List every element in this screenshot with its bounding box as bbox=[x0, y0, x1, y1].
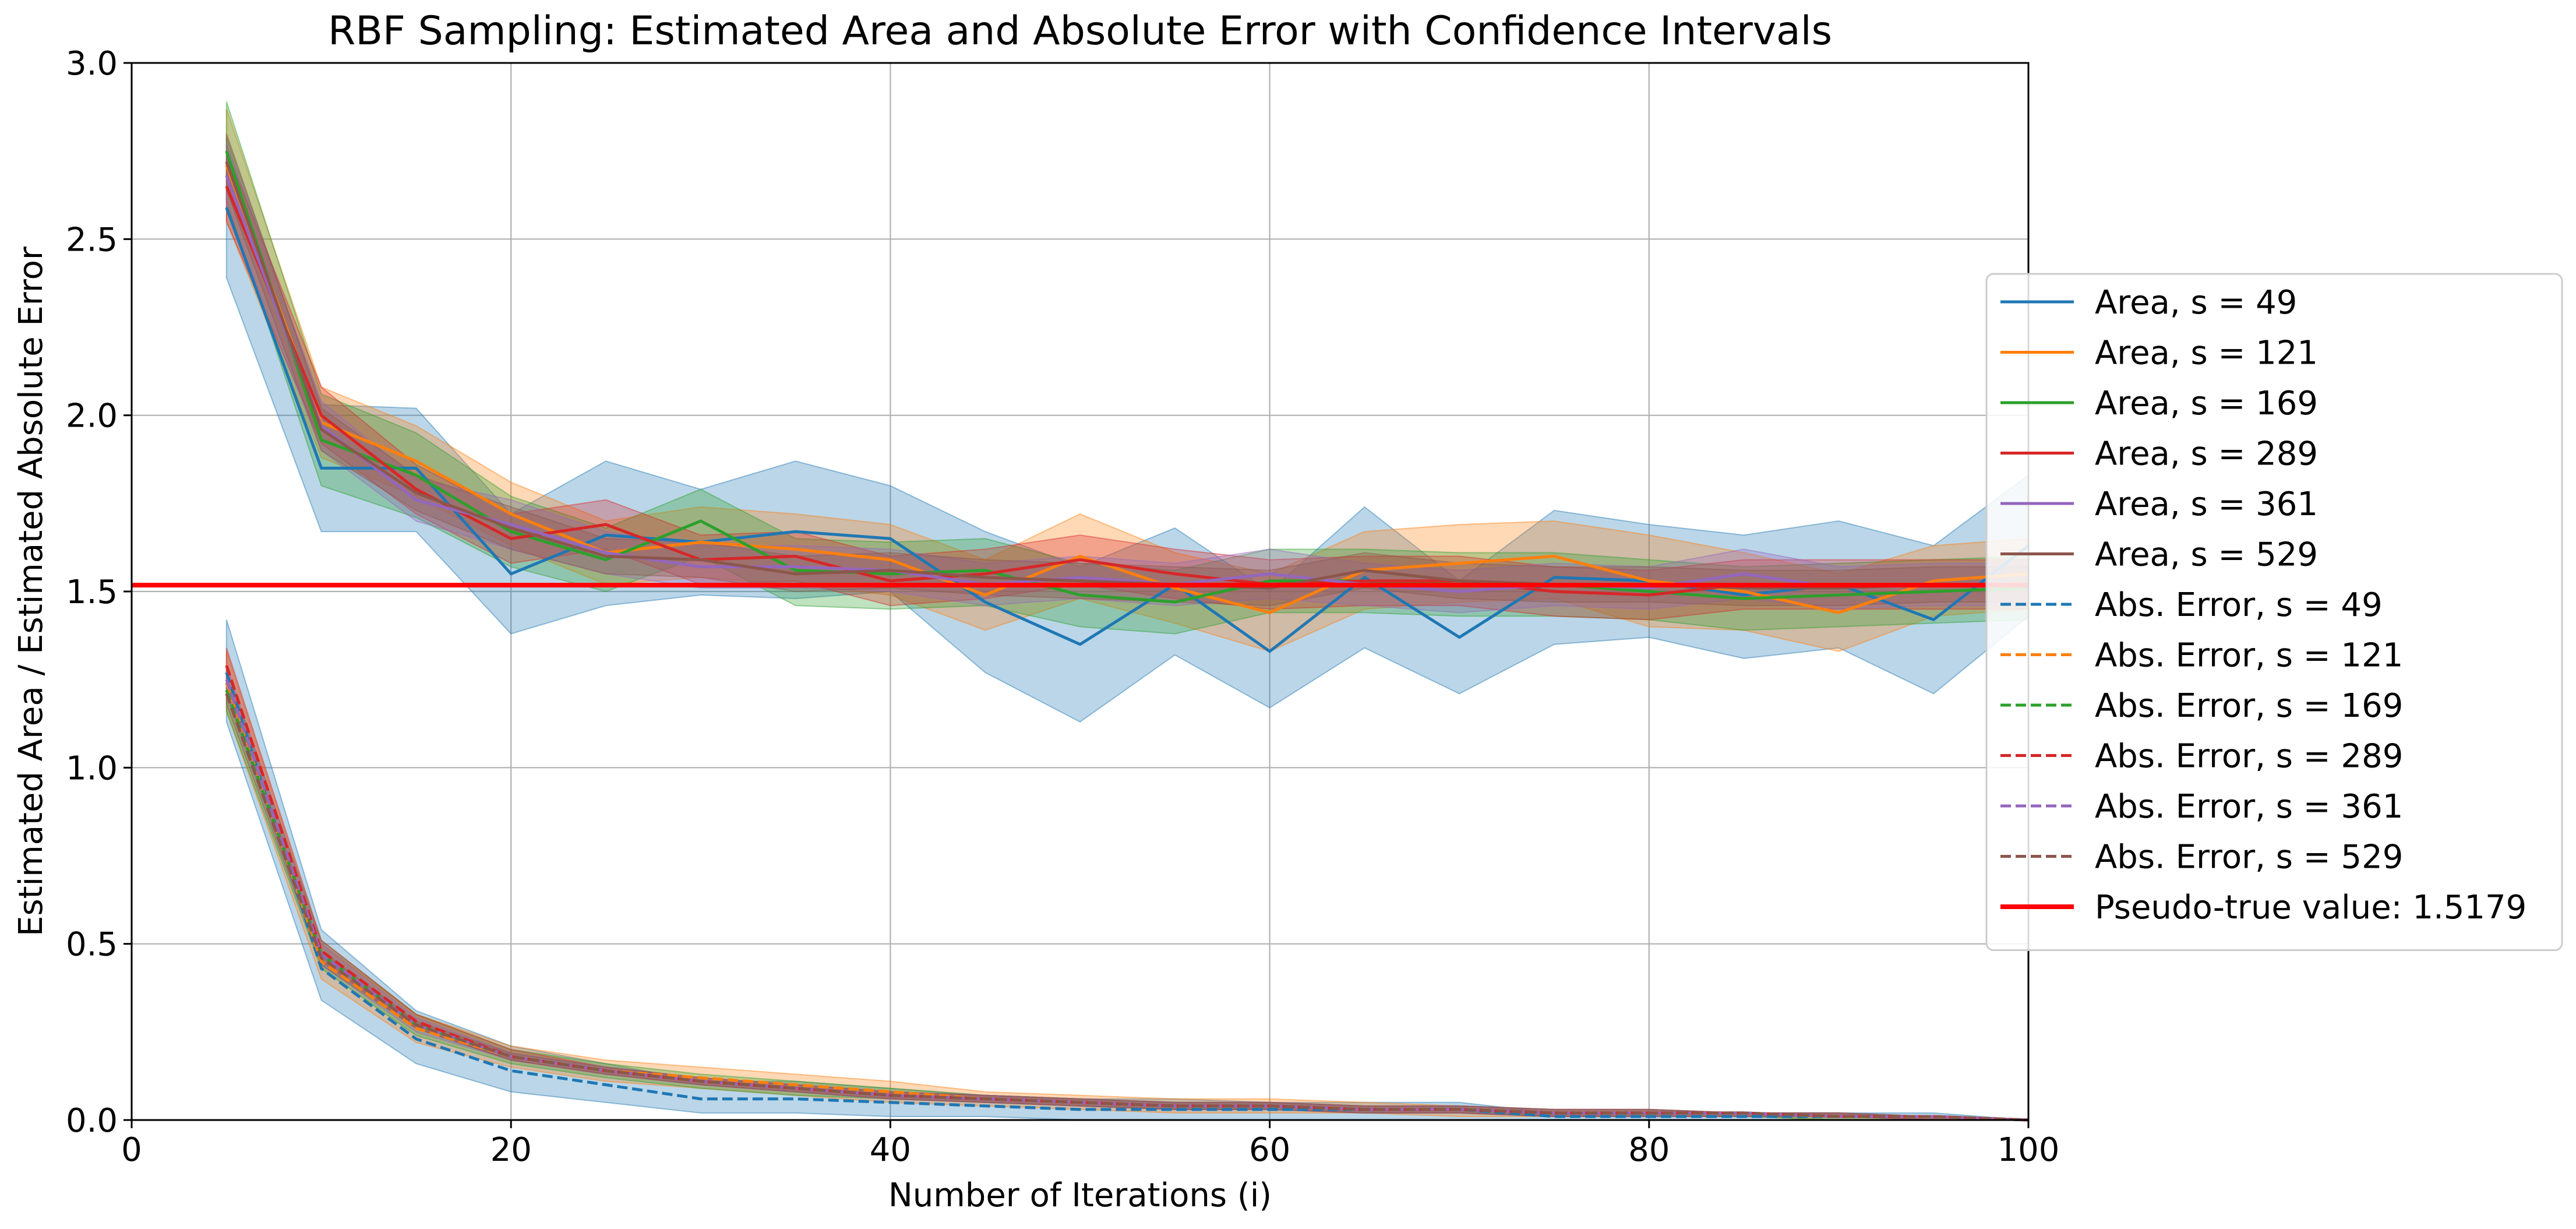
y-axis-label: Estimated Area / Estimated Absolute Erro… bbox=[12, 246, 50, 936]
legend-label: Area, s = 361 bbox=[2095, 485, 2318, 523]
axis-ticks: 0 20 40 60 80 100 0.0 0.5 1.0 1.5 2.0 2.5 3.0 bbox=[66, 45, 2060, 1169]
legend-label: Abs. Error, s = 289 bbox=[2095, 738, 2403, 776]
legend-label: Area, s = 49 bbox=[2095, 284, 2297, 322]
x-tick-label: 20 bbox=[491, 1131, 532, 1169]
x-tick-label: 60 bbox=[1249, 1131, 1290, 1169]
x-tick-label: 40 bbox=[870, 1131, 911, 1169]
x-tick-label: 80 bbox=[1628, 1131, 1670, 1169]
chart-title: RBF Sampling: Estimated Area and Absolut… bbox=[328, 8, 1832, 54]
legend-label: Area, s = 289 bbox=[2095, 435, 2318, 473]
legend: Area, s = 49 Area, s = 121 Area, s = 169 Ar… bbox=[1985, 273, 2563, 951]
legend-label: Abs. Error, s = 121 bbox=[2095, 637, 2403, 675]
legend-label: Area, s = 121 bbox=[2095, 334, 2318, 372]
x-tick-label: 0 bbox=[121, 1131, 142, 1169]
y-tick-label: 0.0 bbox=[66, 1102, 118, 1140]
x-tick-label: 100 bbox=[1998, 1131, 2060, 1169]
y-tick-label: 3.0 bbox=[66, 45, 118, 83]
y-tick-label: 2.0 bbox=[66, 397, 118, 435]
series-line bbox=[225, 672, 2029, 1122]
legend-label: Abs. Error, s = 529 bbox=[2095, 839, 2403, 876]
series-line bbox=[225, 693, 2029, 1122]
legend-label: Abs. Error, s = 49 bbox=[2095, 586, 2383, 624]
series-line bbox=[225, 164, 2029, 614]
y-tick-label: 0.5 bbox=[66, 926, 118, 964]
x-axis-label: Number of Iterations (i) bbox=[888, 1177, 1272, 1214]
legend-label: Abs. Error, s = 169 bbox=[2095, 687, 2403, 725]
y-tick-label: 1.5 bbox=[66, 573, 118, 611]
y-tick-label: 2.5 bbox=[66, 221, 118, 259]
legend-label: Area, s = 169 bbox=[2095, 385, 2318, 422]
series-line bbox=[225, 207, 2030, 653]
legend-label: Pseudo-true value: 1.5179 bbox=[2095, 889, 2526, 927]
legend-label: Abs. Error, s = 361 bbox=[2095, 788, 2403, 826]
legend-label: Area, s = 529 bbox=[2095, 536, 2318, 574]
y-tick-label: 1.0 bbox=[66, 749, 118, 787]
series-line bbox=[225, 175, 2028, 593]
legend-box bbox=[1985, 273, 2563, 951]
